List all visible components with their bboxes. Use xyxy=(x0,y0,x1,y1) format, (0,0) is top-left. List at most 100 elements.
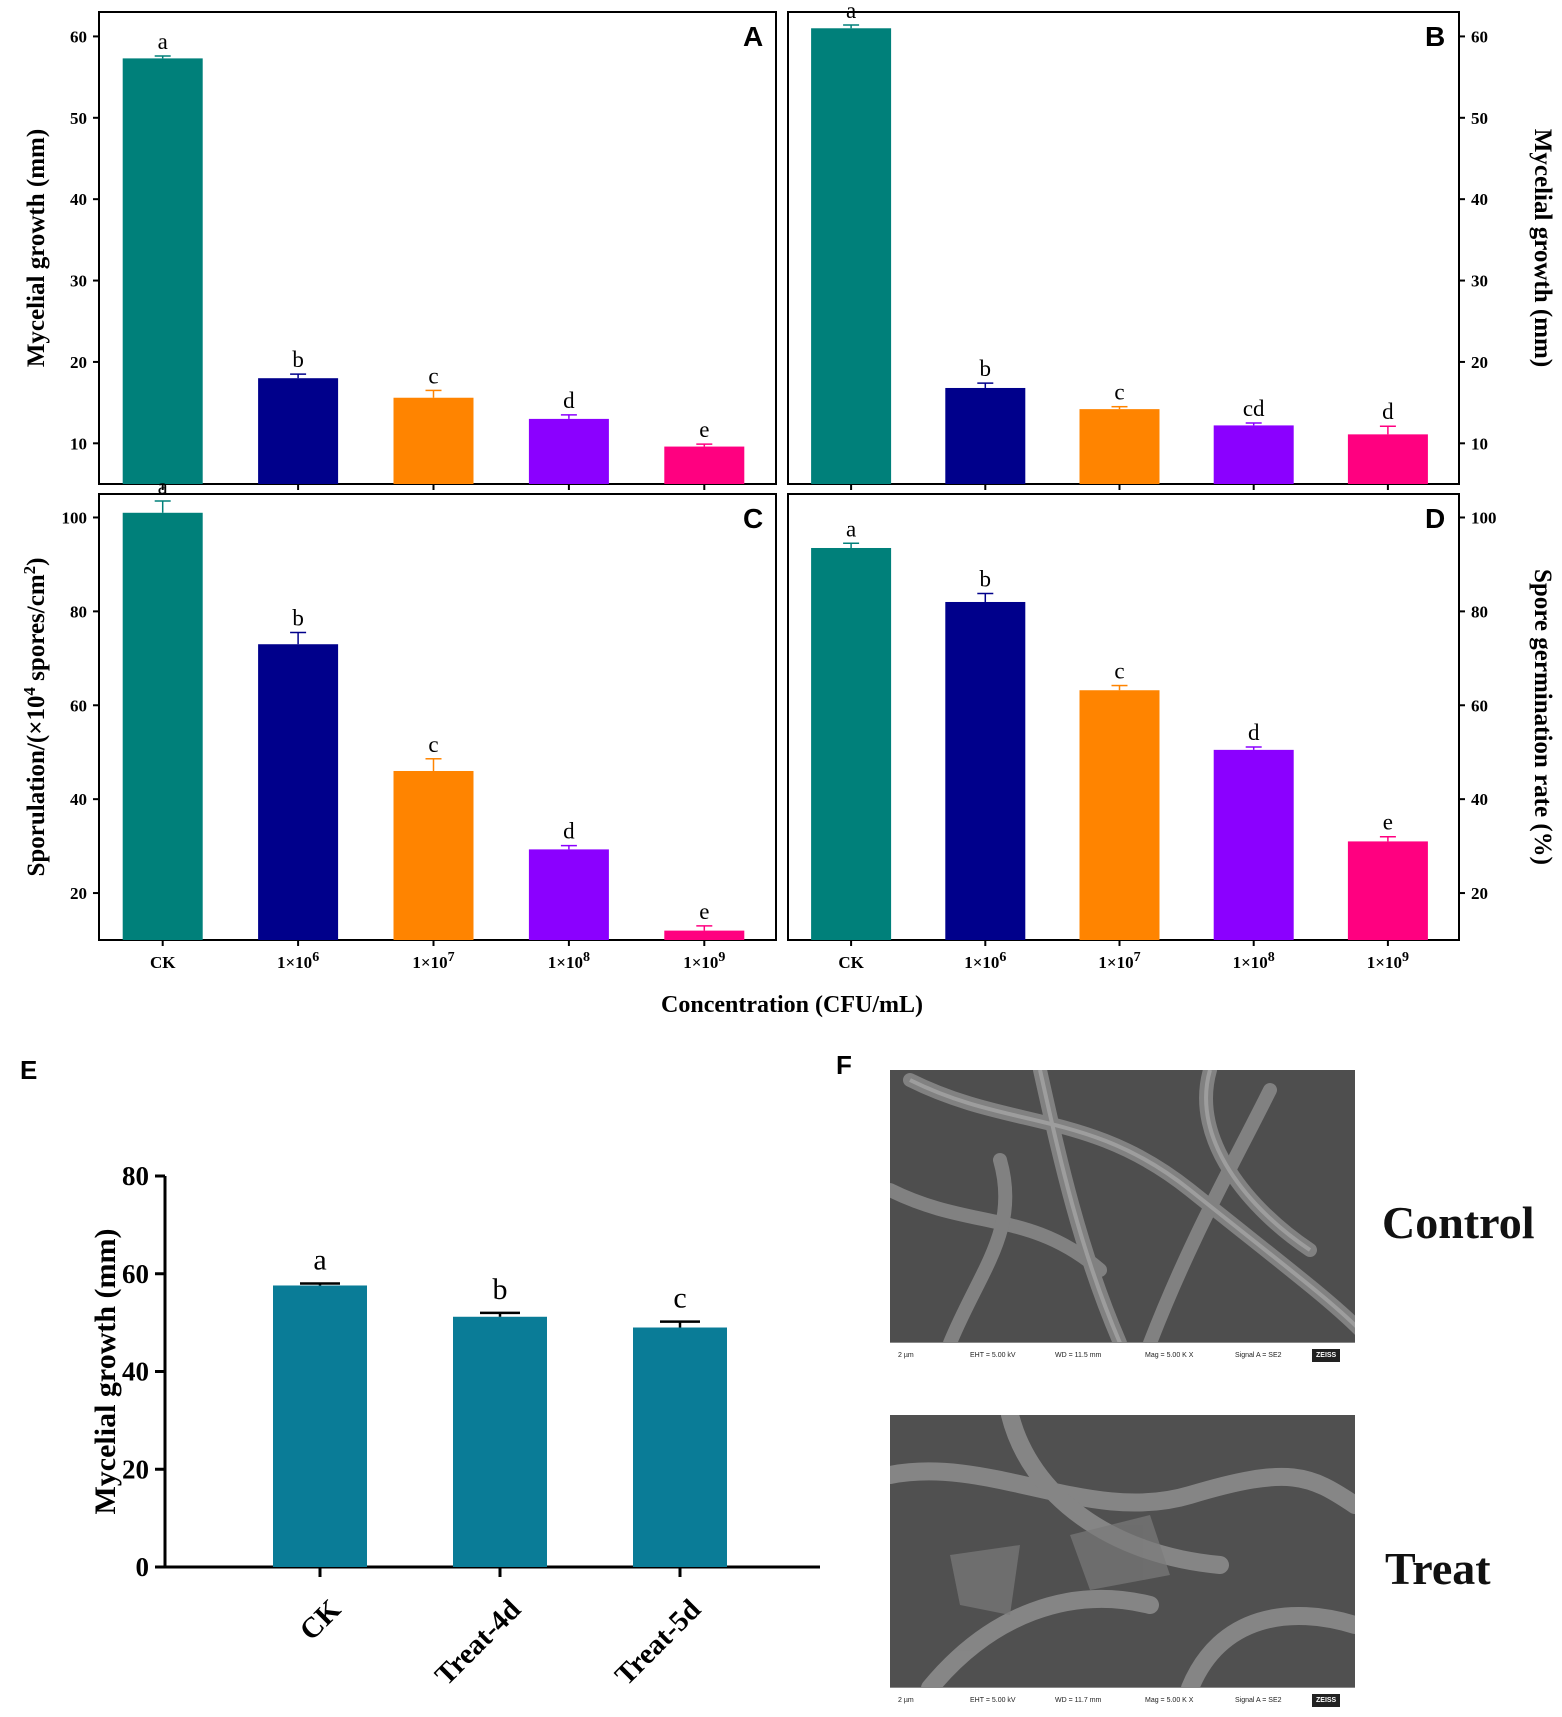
x-tick-label: CK xyxy=(150,953,176,972)
significance-letter: c xyxy=(428,363,438,388)
sem-image-treat: 2 µm EHT = 5.00 kV WD = 11.7 mm Mag = 5.… xyxy=(890,1415,1355,1712)
y-axis-label-exponent: 4 xyxy=(20,687,39,696)
significance-letter: c xyxy=(1114,659,1124,684)
x-tick-label-exponent: 9 xyxy=(718,950,725,965)
x-tick-label-base: 1×10 xyxy=(548,953,583,972)
sem-texture-control xyxy=(890,1070,1355,1343)
bar xyxy=(528,418,609,484)
x-tick-label-base: 1×10 xyxy=(412,953,447,972)
y-tick-label: 80 xyxy=(1471,602,1488,621)
significance-letter: e xyxy=(1383,810,1393,835)
x-tick-label: CK xyxy=(294,1593,348,1647)
y-axis-label-exponent: 2 xyxy=(20,566,39,575)
chart-panel-b: B 10 20 30 40 50 60 Mycelial growth (mm) a b c cd d xyxy=(787,0,1556,490)
y-tick-label: 60 xyxy=(70,696,87,715)
y-tick-label: 60 xyxy=(1471,27,1488,46)
sem-image-control: 2 µm EHT = 5.00 kV WD = 11.5 mm Mag = 5.… xyxy=(890,1070,1355,1367)
y-axis-label-part: Sporulation/(×10 xyxy=(23,696,50,877)
significance-letter: b xyxy=(493,1273,508,1306)
x-tick-label-base: 1×10 xyxy=(277,953,312,972)
chart-panel-e: E 0 20 40 60 80 Mycelial growth (mm) a CK b Treat-… xyxy=(20,1055,820,1692)
bar xyxy=(1213,425,1294,484)
significance-letter: d xyxy=(1248,720,1260,745)
x-tick-label: 1×107 xyxy=(1098,950,1140,973)
x-tick-label-base: CK xyxy=(838,953,864,972)
x-tick-label-exponent: 9 xyxy=(1402,950,1409,965)
significance-letter: b xyxy=(980,567,992,592)
panel-f-letter: F xyxy=(836,1050,852,1080)
bar xyxy=(1079,690,1160,940)
x-tick-label: 1×109 xyxy=(1367,950,1409,973)
y-tick-label: 60 xyxy=(122,1259,149,1289)
scale-bar-label: 2 µm xyxy=(898,1696,914,1704)
x-tick-label-exponent: 8 xyxy=(583,950,590,965)
bar xyxy=(945,387,1026,484)
y-axis-label: Mycelial growth (mm) xyxy=(89,1228,122,1514)
y-tick-label: 20 xyxy=(1471,884,1488,903)
y-tick-label: 10 xyxy=(70,434,87,453)
x-tick-label-exponent: 6 xyxy=(312,950,319,965)
y-tick-label: 60 xyxy=(70,27,87,46)
chart-panel-a: A 10 20 30 40 50 60 Mycelial growth (mm) a b c d e xyxy=(23,11,777,490)
significance-letter: e xyxy=(699,417,709,442)
y-tick-label: 80 xyxy=(122,1161,149,1191)
chart-panel-c: C 20 40 60 80 100 Sporulation/(×104 spores/cm2… xyxy=(20,474,777,972)
x-tick-label: Treat-4d xyxy=(429,1593,527,1691)
bar xyxy=(664,446,745,484)
brand-logo: ZEISS xyxy=(1312,1348,1341,1362)
panel-letter: E xyxy=(20,1055,37,1085)
bar xyxy=(122,58,203,485)
x-tick-label: 1×107 xyxy=(412,950,454,973)
bar xyxy=(393,770,474,940)
x-tick-label-exponent: 7 xyxy=(1134,950,1141,965)
x-tick-label: Treat-5d xyxy=(609,1593,707,1691)
sem-label-control: Control xyxy=(1382,1197,1535,1248)
y-tick-label: 60 xyxy=(1471,696,1488,715)
y-tick-label: 50 xyxy=(1471,109,1488,128)
x-tick-label: CK xyxy=(838,953,864,972)
bar xyxy=(528,849,609,940)
sem-info-bar: 2 µm EHT = 5.00 kV WD = 11.5 mm Mag = 5.… xyxy=(890,1342,1355,1367)
eht-label: EHT = 5.00 kV xyxy=(970,1351,1016,1359)
scale-bar-label: 2 µm xyxy=(898,1351,914,1359)
bar xyxy=(633,1327,727,1567)
significance-letter: cd xyxy=(1243,396,1265,421)
sem-info-bar: 2 µm EHT = 5.00 kV WD = 11.7 mm Mag = 5.… xyxy=(890,1687,1355,1712)
significance-letter: b xyxy=(980,356,992,381)
bar xyxy=(664,930,745,940)
y-tick-label: 20 xyxy=(122,1454,149,1484)
y-tick-label: 10 xyxy=(1471,434,1488,453)
y-tick-label: 40 xyxy=(122,1357,149,1387)
x-tick-label: 1×106 xyxy=(277,950,319,973)
bar xyxy=(1347,841,1428,940)
x-tick-label: 1×106 xyxy=(964,950,1006,973)
y-tick-label: 100 xyxy=(62,508,88,527)
signal-label: Signal A = SE2 xyxy=(1235,1351,1282,1359)
significance-letter: d xyxy=(563,388,575,413)
x-tick-label-exponent: 6 xyxy=(999,950,1006,965)
mag-label: Mag = 5.00 K X xyxy=(1145,1696,1194,1704)
sem-label-treat: Treat xyxy=(1385,1543,1491,1594)
significance-letter: c xyxy=(673,1282,686,1315)
panel-letter: A xyxy=(743,21,763,52)
panel-letter: D xyxy=(1425,503,1445,534)
x-tick-label-base: CK xyxy=(150,953,176,972)
bar xyxy=(1347,434,1428,484)
y-tick-label: 40 xyxy=(1471,790,1488,809)
significance-letter: c xyxy=(1114,380,1124,405)
y-axis-label: Sporulation/(×104 spores/cm2) xyxy=(20,557,51,876)
bar xyxy=(273,1285,367,1567)
brand-logo: ZEISS xyxy=(1312,1693,1341,1707)
bar xyxy=(945,601,1026,940)
y-tick-label: 30 xyxy=(70,272,87,291)
y-tick-label: 40 xyxy=(70,790,87,809)
significance-letter: c xyxy=(428,732,438,757)
y-axis-label: Spore germination rate (%) xyxy=(1529,569,1556,865)
bar xyxy=(453,1316,547,1567)
significance-letter: d xyxy=(1382,399,1394,424)
y-axis-label: Mycelial growth (mm) xyxy=(23,129,50,367)
y-tick-label: 80 xyxy=(70,602,87,621)
significance-letter: a xyxy=(158,29,168,54)
x-tick-label-base: 1×10 xyxy=(1367,953,1402,972)
